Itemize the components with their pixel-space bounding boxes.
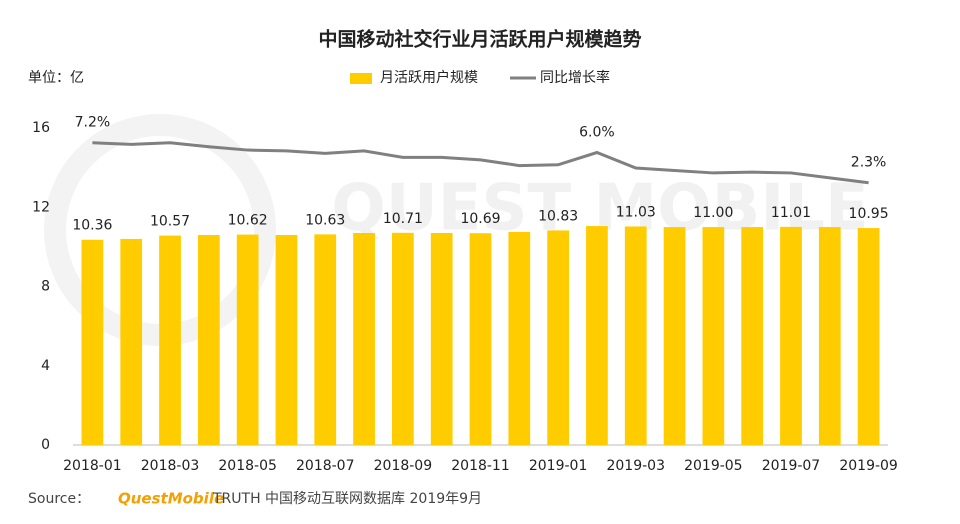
x-tick-label: 2018-01 bbox=[63, 458, 122, 474]
bar-value-label: 10.57 bbox=[150, 214, 190, 230]
line-value-label: 2.3% bbox=[851, 155, 887, 171]
legend-label: 同比增长率 bbox=[540, 69, 610, 86]
bar bbox=[275, 234, 298, 445]
x-tick-label: 2019-07 bbox=[762, 458, 821, 474]
y-tick-label: 0 bbox=[41, 437, 50, 453]
bar bbox=[586, 226, 608, 445]
bar-value-label: 11.01 bbox=[771, 205, 811, 221]
x-tick-label: 2018-05 bbox=[218, 458, 277, 474]
x-tick-label: 2018-07 bbox=[296, 458, 355, 474]
y-tick-label: 4 bbox=[41, 358, 50, 374]
legend-label: 月活跃用户规模 bbox=[380, 69, 478, 86]
y-tick-label: 12 bbox=[32, 199, 50, 215]
bar bbox=[857, 228, 880, 445]
bar bbox=[547, 230, 569, 445]
bar-value-label: 10.62 bbox=[228, 213, 268, 229]
bar bbox=[780, 226, 802, 445]
x-tick-label: 2018-09 bbox=[374, 458, 433, 474]
bar bbox=[469, 233, 492, 445]
x-tick-label: 2019-09 bbox=[839, 458, 898, 474]
bar bbox=[197, 234, 220, 445]
bar-value-label: 11.00 bbox=[693, 205, 733, 221]
bar-value-label: 10.83 bbox=[538, 208, 578, 224]
line-value-label: 6.0% bbox=[579, 125, 615, 141]
unit-label: 单位：亿 bbox=[28, 70, 84, 86]
bar-value-label: 11.03 bbox=[616, 204, 656, 220]
bar bbox=[702, 227, 725, 445]
bar bbox=[741, 227, 764, 445]
source-brand: QuestMobile bbox=[118, 490, 224, 508]
x-tick-label: 2019-05 bbox=[684, 458, 743, 474]
chart-title: 中国移动社交行业月活跃用户规模趋势 bbox=[318, 28, 641, 51]
y-tick-label: 8 bbox=[41, 279, 50, 295]
line-value-label: 7.2% bbox=[75, 115, 111, 131]
legend-swatch bbox=[350, 73, 372, 84]
x-tick-label: 2018-03 bbox=[141, 458, 200, 474]
bar bbox=[236, 234, 259, 445]
bar-value-label: 10.71 bbox=[383, 211, 423, 227]
bar bbox=[81, 239, 104, 445]
x-tick-label: 2019-01 bbox=[529, 458, 588, 474]
y-tick-label: 16 bbox=[32, 120, 50, 136]
bar-value-label: 10.95 bbox=[849, 206, 889, 222]
x-tick-label: 2018-11 bbox=[451, 458, 510, 474]
bar bbox=[120, 238, 143, 445]
bar bbox=[663, 227, 686, 445]
bar-value-label: 10.63 bbox=[305, 212, 345, 228]
bar bbox=[314, 234, 337, 445]
bar bbox=[624, 226, 647, 445]
bar bbox=[392, 232, 414, 445]
bar bbox=[159, 235, 181, 445]
bar bbox=[508, 232, 531, 445]
bar-value-label: 10.36 bbox=[72, 218, 112, 234]
source-prefix: Source： bbox=[28, 491, 90, 507]
x-tick-label: 2019-03 bbox=[606, 458, 665, 474]
growth-line bbox=[92, 141, 869, 185]
bar bbox=[818, 227, 841, 445]
bar bbox=[353, 233, 375, 445]
bar-value-label: 10.69 bbox=[460, 211, 500, 227]
bar bbox=[430, 233, 453, 445]
source-text: TRUTH 中国移动互联网数据库 2019年9月 bbox=[212, 491, 482, 507]
